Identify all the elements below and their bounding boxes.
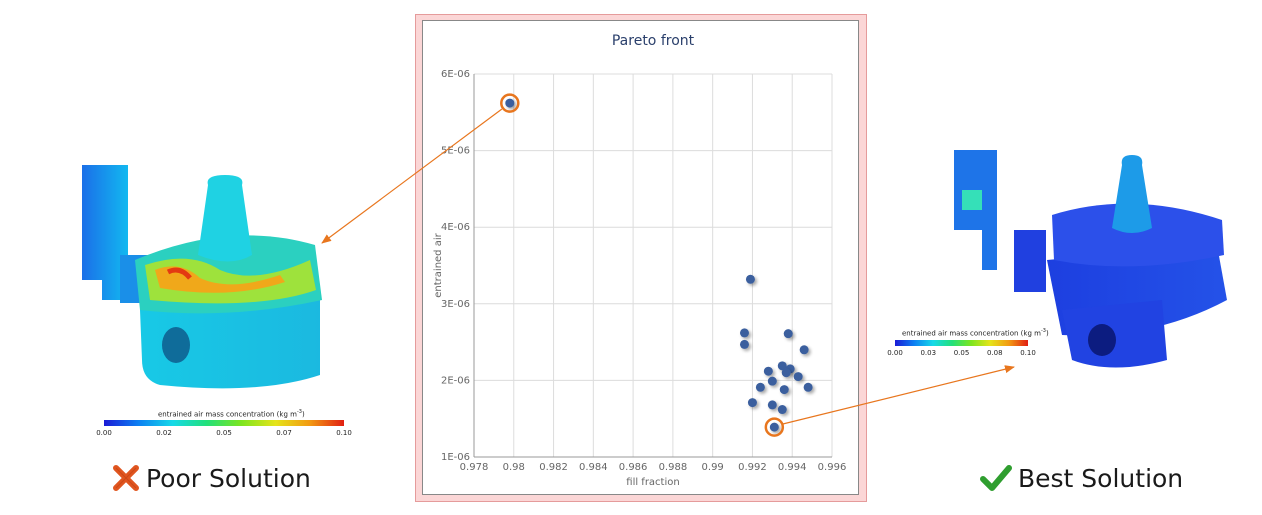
x-tick-label: 0.988 bbox=[659, 462, 688, 473]
poor-colorbar-title: entrained air mass concentration (kg m-3… bbox=[158, 409, 305, 419]
best-solution-render bbox=[954, 150, 1227, 368]
poor-solution-label: Poor Solution bbox=[146, 464, 311, 493]
data-point bbox=[747, 398, 757, 408]
data-point bbox=[799, 345, 809, 355]
poor-solution-arrow bbox=[321, 108, 503, 244]
y-axis-label: entrained air bbox=[433, 232, 444, 297]
colorbar-tick-label: 0.00 bbox=[96, 429, 112, 437]
data-point bbox=[763, 366, 773, 376]
data-point bbox=[793, 372, 803, 382]
data-point bbox=[803, 382, 813, 392]
colorbar-tick-label: 0.05 bbox=[216, 429, 232, 437]
data-point bbox=[781, 368, 791, 378]
data-point bbox=[767, 376, 777, 386]
poor-colorbar bbox=[104, 420, 344, 426]
y-tick-label: 3E-06 bbox=[441, 299, 470, 310]
x-tick-label: 0.994 bbox=[778, 462, 807, 473]
x-tick-label: 0.996 bbox=[818, 462, 847, 473]
data-point bbox=[755, 382, 765, 392]
best-solution-label: Best Solution bbox=[1018, 464, 1184, 493]
data-point bbox=[767, 400, 777, 410]
x-tick-label: 0.99 bbox=[702, 462, 724, 473]
colorbar-tick-label: 0.00 bbox=[887, 349, 903, 357]
x-tick-label: 0.982 bbox=[539, 462, 568, 473]
data-point bbox=[783, 329, 793, 339]
y-tick-label: 4E-06 bbox=[441, 222, 470, 233]
chart-panel bbox=[422, 20, 859, 495]
data-point bbox=[777, 361, 787, 371]
colorbar-tick-label: 0.10 bbox=[336, 429, 352, 437]
best-solution-caption: Best Solution bbox=[980, 464, 1183, 493]
x-tick-label: 0.978 bbox=[460, 462, 489, 473]
x-tick-label: 0.984 bbox=[579, 462, 608, 473]
best-colorbar-title: entrained air mass concentration (kg m-3… bbox=[902, 328, 1049, 338]
colorbar-tick-label: 0.10 bbox=[1020, 349, 1036, 357]
chart-title: Pareto front bbox=[612, 33, 695, 49]
data-point bbox=[505, 98, 515, 108]
poor-highlight-ring bbox=[500, 93, 520, 113]
data-point bbox=[739, 328, 749, 338]
best-highlight-ring bbox=[764, 417, 785, 437]
data-point bbox=[777, 405, 787, 415]
data-point bbox=[779, 385, 789, 395]
check-icon bbox=[980, 465, 1012, 491]
y-tick-label: 1E-06 bbox=[441, 452, 470, 463]
best-solution-arrow bbox=[782, 365, 1015, 425]
colorbar-tick-label: 0.08 bbox=[986, 349, 1003, 357]
data-point bbox=[745, 274, 755, 284]
best-colorbar bbox=[895, 340, 1028, 346]
y-tick-label: 5E-06 bbox=[441, 146, 470, 157]
colorbar-tick-label: 0.02 bbox=[156, 429, 172, 437]
poor-solution-caption: Poor Solution bbox=[112, 464, 311, 493]
data-point bbox=[739, 339, 749, 349]
y-tick-label: 6E-06 bbox=[441, 69, 470, 80]
colorbar-tick-label: 0.03 bbox=[920, 349, 937, 357]
colorbar-tick-label: 0.05 bbox=[953, 349, 970, 357]
x-tick-label: 0.986 bbox=[619, 462, 648, 473]
poor-solution-render bbox=[82, 165, 322, 389]
data-point bbox=[769, 422, 779, 432]
y-tick-label: 2E-06 bbox=[441, 375, 470, 386]
x-axis-label: fill fraction bbox=[626, 477, 679, 488]
colorbar-tick-label: 0.07 bbox=[276, 429, 292, 437]
x-tick-label: 0.992 bbox=[738, 462, 767, 473]
cross-icon bbox=[113, 465, 139, 491]
x-tick-label: 0.98 bbox=[503, 462, 525, 473]
